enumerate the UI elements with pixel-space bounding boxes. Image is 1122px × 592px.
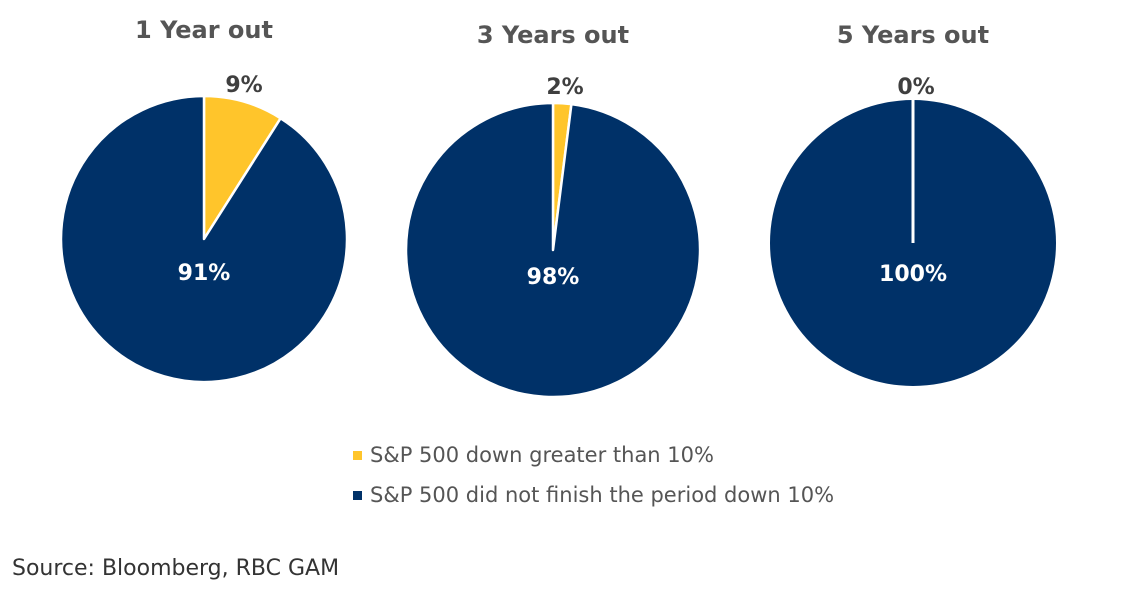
legend-label: S&P 500 down greater than 10% [370,443,714,467]
legend-label: S&P 500 did not finish the period down 1… [370,483,834,507]
data-label: 98% [527,265,580,290]
data-label: 0% [897,75,934,100]
pie-slice [404,101,702,399]
legend-swatch [353,451,362,460]
data-label: 100% [879,262,947,287]
source-note: Source: Bloomberg, RBC GAM [12,556,340,581]
legend: S&P 500 down greater than 10% S&P 500 did… [353,443,834,507]
pie-title: 1 Year out [135,16,273,44]
data-label: 2% [546,75,583,100]
pie-chart-3: 5 Years out 0% 100% [770,21,1056,386]
legend-swatch [353,491,362,500]
pie-title: 5 Years out [837,21,989,49]
data-label: 91% [178,261,231,286]
pie-title: 3 Years out [477,21,629,49]
pie-slice [59,94,349,384]
pie-chart-1: 1 Year out 9% 91% [59,16,349,384]
pie-chart-2: 3 Years out 2% 98% [404,21,702,399]
data-label: 9% [225,73,262,98]
pie-slice [202,94,282,241]
